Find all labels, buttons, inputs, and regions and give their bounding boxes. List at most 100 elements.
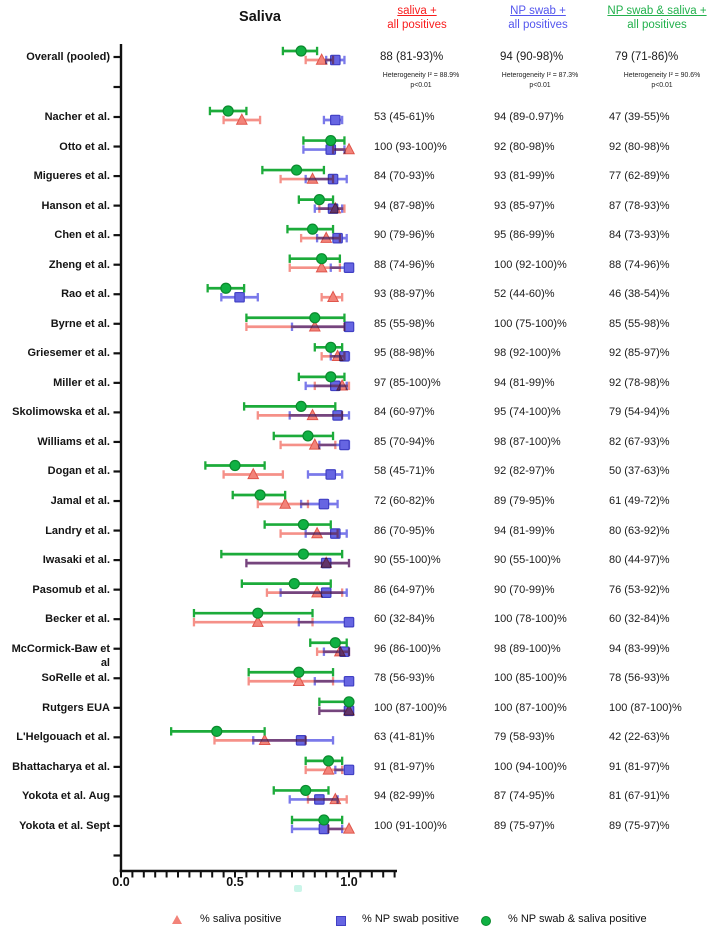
combined-circle-marker	[325, 134, 337, 147]
np-swab-square-marker	[332, 232, 343, 244]
heterogeneity-line2-col1: p<0.01	[410, 82, 432, 89]
np-swab-series-row	[329, 262, 355, 273]
study-value-col3: 77 (62-89)%	[609, 170, 670, 183]
combined-circle-marker	[288, 578, 300, 590]
overall-value-col1: 88 (81-93)%	[380, 51, 444, 63]
np-swab-series-row	[304, 173, 348, 185]
study-label: Miller et al.	[53, 376, 110, 389]
np-swab-series-row	[322, 646, 351, 658]
saliva-triangle-marker	[315, 53, 328, 65]
column-header-np-swab-and-saliva-positive: NP swab & saliva + all positives	[577, 4, 720, 32]
np-swab-square-marker	[339, 351, 350, 362]
study-label: Chen et al.	[54, 229, 110, 242]
study-value-col2: 98 (89-100)%	[494, 642, 561, 655]
study-value-col1: 94 (82-99)%	[374, 790, 435, 803]
study-value-col1: 84 (70-93)%	[374, 170, 435, 183]
study-label: Otto et al.	[59, 140, 110, 153]
combined-circle-marker	[211, 725, 223, 737]
study-value-col2: 92 (80-98)%	[494, 140, 555, 153]
combined-series-row	[290, 814, 344, 826]
np-swab-series-row	[252, 735, 335, 746]
study-value-col3: 79 (54-94)%	[609, 406, 670, 419]
saliva-series-row	[320, 290, 344, 302]
study-value-col3: 88 (74-96)%	[609, 258, 670, 271]
np-swab-series-row	[306, 469, 344, 480]
combined-circle-marker	[300, 784, 312, 797]
study-value-col1: 95 (88-98)%	[374, 347, 435, 360]
np-swab-square-marker	[343, 321, 355, 333]
study-value-col1: 78 (56-93)%	[374, 672, 435, 685]
study-value-col2: 100 (94-100)%	[494, 760, 567, 773]
combined-series-row	[261, 164, 326, 176]
np-swab-series-row	[325, 54, 346, 66]
np-swab-square-marker	[318, 823, 330, 835]
study-label: Nacher et al.	[44, 111, 110, 123]
np-swab-square-marker	[330, 114, 341, 126]
study-value-col1: 90 (79-96)%	[374, 229, 435, 242]
np-swab-series-row	[322, 114, 344, 126]
study-value-col3: 81 (67-91)%	[609, 790, 670, 803]
combined-series-row	[170, 725, 266, 737]
study-value-col2: 90 (70-99)%	[494, 583, 555, 596]
study-value-col3: 92 (80-98)%	[609, 140, 670, 153]
np-swab-series-row	[290, 321, 355, 333]
np-swab-square-marker	[330, 380, 341, 392]
np-swab-series-row	[304, 528, 348, 539]
combined-series-row	[192, 607, 314, 619]
np-swab-square-marker	[343, 764, 355, 776]
combined-series-row	[231, 489, 287, 501]
np-swab-square-marker	[343, 705, 355, 717]
combined-series-row	[302, 134, 346, 147]
combined-series-row	[297, 194, 335, 206]
column-header-np-swab-positive: NP swab + all positives	[468, 4, 608, 32]
saliva-series-row	[222, 113, 262, 125]
combined-series-row	[304, 755, 344, 767]
study-value-col1: 58 (45-71)%	[374, 465, 435, 478]
study-value-col1: 93 (88-97)%	[374, 288, 435, 301]
np-swab-series-row	[245, 557, 351, 569]
np-swab-series-row	[288, 794, 339, 805]
heterogeneity-line1-col3: Heterogeneity I² = 90.6%	[623, 72, 701, 79]
np-swab-square-marker	[327, 203, 339, 214]
x-axis-tick-label: 0.0	[112, 875, 130, 889]
study-label: McCormick-Baw et al	[11, 642, 110, 669]
study-value-col2: 100 (78-100)%	[494, 613, 567, 626]
saliva-triangle-marker	[327, 290, 340, 302]
heterogeneity-line2-col2: p<0.01	[529, 82, 551, 89]
combined-series-row	[247, 666, 335, 678]
combined-circle-marker	[316, 253, 328, 265]
np-swab-square-marker	[295, 735, 307, 746]
study-value-col3: 92 (85-97)%	[609, 347, 670, 360]
saliva-triangle-marker	[308, 438, 321, 450]
study-value-col1: 53 (45-61)%	[374, 111, 435, 123]
study-value-col1: 86 (70-95)%	[374, 524, 435, 537]
saliva-triangle-marker	[342, 142, 356, 155]
study-value-col1: 97 (85-100)%	[374, 376, 441, 389]
combined-series-row	[272, 784, 330, 797]
study-label: Williams et al.	[37, 435, 110, 448]
combined-series-row	[286, 223, 335, 235]
combined-circle-marker	[318, 814, 330, 826]
combined-circle-marker	[295, 45, 307, 57]
study-value-col1: 96 (86-100)%	[374, 642, 441, 655]
combined-series-row	[208, 105, 248, 117]
overall-row-label: Overall (pooled)	[26, 51, 110, 63]
combined-circle-marker	[329, 637, 341, 649]
combined-circle-marker	[322, 755, 335, 767]
combined-series-row	[313, 341, 344, 353]
combined-circle-marker	[302, 430, 314, 442]
np-swab-series-row	[313, 203, 344, 214]
np-swab-series-row	[318, 439, 351, 451]
study-value-col3: 91 (81-97)%	[609, 760, 670, 773]
np-swab-series-row	[304, 380, 348, 392]
study-value-col3: 82 (67-93)%	[609, 435, 670, 448]
study-label: Skolimowska et al.	[12, 406, 110, 419]
np-swab-square-marker	[320, 557, 332, 569]
study-value-col3: 87 (78-93)%	[609, 199, 670, 212]
heterogeneity-line1-col1: Heterogeneity I² = 88.9%	[382, 72, 460, 79]
heterogeneity-line1-col2: Heterogeneity I² = 87.3%	[501, 72, 579, 79]
study-label: Griesemer et al.	[27, 347, 110, 360]
study-value-col3: 76 (53-92)%	[609, 583, 670, 596]
np-swab-series-row	[297, 616, 355, 628]
np-swab-square-marker	[330, 528, 341, 539]
